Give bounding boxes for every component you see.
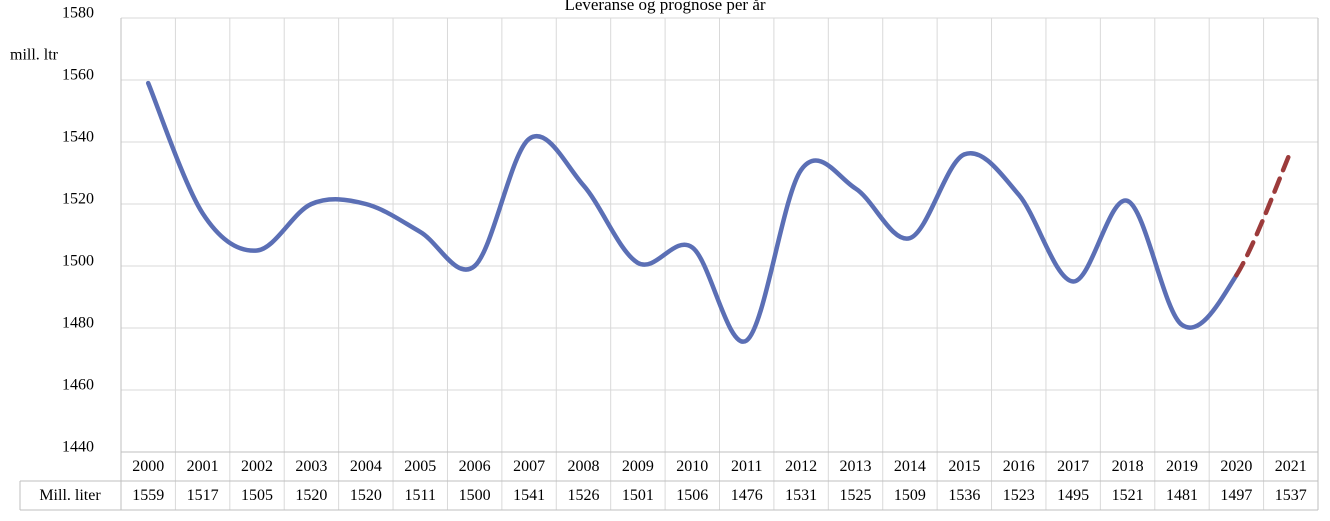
- y-tick-label: 1560: [62, 67, 94, 84]
- y-axis-label: mill. ltr: [10, 47, 59, 64]
- data-label: 1476: [731, 487, 763, 504]
- x-tick-label: 2000: [132, 458, 164, 475]
- data-label: 1517: [187, 487, 219, 504]
- data-label: 1525: [840, 487, 872, 504]
- data-label: 1497: [1220, 487, 1252, 504]
- data-label: 1531: [785, 487, 817, 504]
- y-tick-label: 1540: [62, 129, 94, 146]
- data-label: 1509: [894, 487, 926, 504]
- series-line: [145, 80, 1239, 344]
- data-label: 1536: [948, 487, 980, 504]
- data-label: 1506: [676, 487, 708, 504]
- data-label: 1526: [567, 487, 599, 504]
- data-label: 1511: [405, 487, 436, 504]
- x-tick-label: 2012: [785, 458, 817, 475]
- chart-title: Leveranse og prognose per år: [564, 0, 765, 14]
- legend-label: Mill. liter: [39, 487, 101, 504]
- x-tick-label: 2008: [567, 458, 599, 475]
- x-tick-label: 2017: [1057, 458, 1089, 475]
- data-label: 1520: [350, 487, 382, 504]
- x-tick-label: 2007: [513, 458, 545, 475]
- x-tick-label: 2002: [241, 458, 273, 475]
- data-label: 1505: [241, 487, 273, 504]
- x-tick-label: 2020: [1220, 458, 1252, 475]
- data-label: 1495: [1057, 487, 1089, 504]
- x-tick-label: 2014: [894, 458, 926, 475]
- y-tick-label: 1520: [62, 191, 94, 208]
- data-label: 1481: [1166, 487, 1198, 504]
- x-tick-label: 2003: [295, 458, 327, 475]
- data-label: 1501: [622, 487, 654, 504]
- x-tick-label: 2018: [1112, 458, 1144, 475]
- data-label: 1559: [132, 487, 164, 504]
- data-label: 1521: [1112, 487, 1144, 504]
- x-tick-label: 2006: [459, 458, 491, 475]
- y-tick-label: 1500: [62, 253, 94, 270]
- data-label: 1500: [459, 487, 491, 504]
- y-tick-label: 1440: [62, 439, 94, 456]
- y-tick-label: 1580: [62, 5, 94, 22]
- x-tick-label: 2004: [350, 458, 382, 475]
- x-tick-label: 2021: [1275, 458, 1307, 475]
- data-label: 1537: [1275, 487, 1307, 504]
- x-tick-label: 2001: [187, 458, 219, 475]
- data-label: 1520: [295, 487, 327, 504]
- x-tick-label: 2013: [840, 458, 872, 475]
- x-tick-label: 2019: [1166, 458, 1198, 475]
- x-tick-label: 2005: [404, 458, 436, 475]
- x-tick-label: 2016: [1003, 458, 1035, 475]
- y-tick-label: 1460: [62, 377, 94, 394]
- data-label: 1541: [513, 487, 545, 504]
- x-tick-label: 2010: [676, 458, 708, 475]
- x-tick-label: 2009: [622, 458, 654, 475]
- forecast-line: [1234, 149, 1294, 278]
- x-tick-label: 2011: [731, 458, 762, 475]
- y-tick-label: 1480: [62, 315, 94, 332]
- x-tick-label: 2015: [948, 458, 980, 475]
- data-label: 1523: [1003, 487, 1035, 504]
